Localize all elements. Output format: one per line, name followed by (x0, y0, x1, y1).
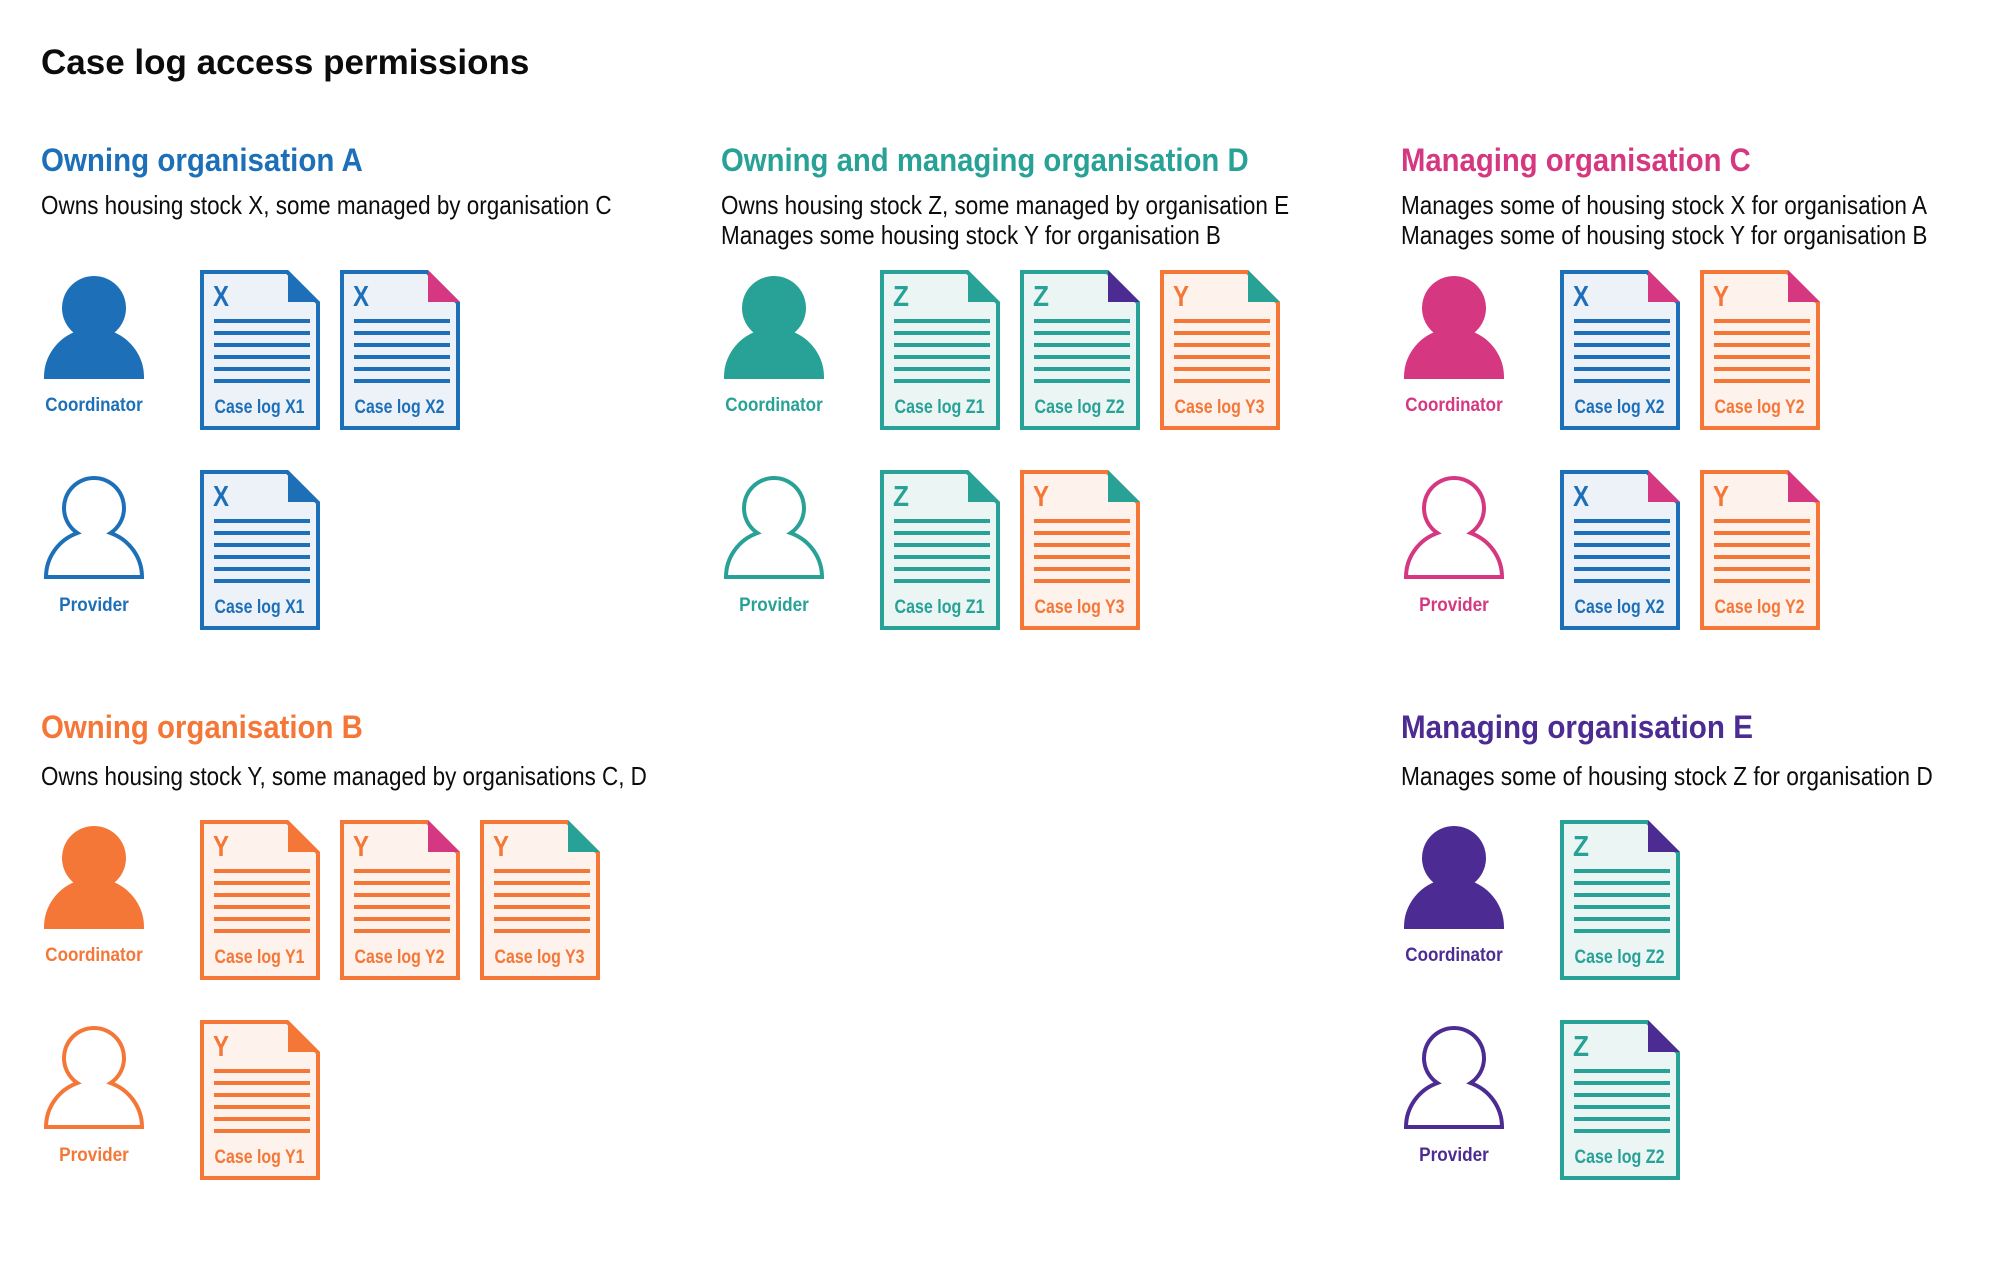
svg-text:Case log Y2: Case log Y2 (355, 946, 445, 968)
svg-text:Case log Y3: Case log Y3 (1035, 596, 1125, 618)
svg-text:Y: Y (1713, 281, 1729, 313)
svg-text:Y: Y (1713, 481, 1729, 513)
svg-text:Y: Y (1173, 281, 1189, 313)
svg-text:X: X (353, 281, 370, 313)
svg-text:Case log X2: Case log X2 (355, 396, 445, 418)
svg-text:Z: Z (893, 481, 909, 513)
svg-text:Case log Z2: Case log Z2 (1575, 946, 1665, 968)
svg-text:Case log Z2: Case log Z2 (1035, 396, 1125, 418)
svg-text:Case log Z1: Case log Z1 (895, 596, 985, 618)
svg-text:Case log Z2: Case log Z2 (1575, 1146, 1665, 1168)
svg-text:Case log Z1: Case log Z1 (895, 396, 985, 418)
svg-text:X: X (213, 481, 230, 513)
svg-text:Y: Y (493, 831, 509, 863)
svg-text:Case log Y2: Case log Y2 (1715, 596, 1805, 618)
svg-text:Case log Y3: Case log Y3 (1175, 396, 1265, 418)
svg-text:Z: Z (1573, 1031, 1589, 1063)
svg-text:Case log X1: Case log X1 (215, 396, 305, 418)
svg-text:Case log Y2: Case log Y2 (1715, 396, 1805, 418)
svg-text:Case log Y1: Case log Y1 (215, 1146, 305, 1168)
svg-text:Y: Y (353, 831, 369, 863)
svg-text:Case log Y3: Case log Y3 (495, 946, 585, 968)
svg-text:X: X (213, 281, 230, 313)
svg-text:Y: Y (213, 831, 229, 863)
svg-text:Y: Y (213, 1031, 229, 1063)
svg-text:Case log X2: Case log X2 (1575, 396, 1665, 418)
svg-text:Y: Y (1033, 481, 1049, 513)
svg-text:Case log X1: Case log X1 (215, 596, 305, 618)
svg-text:Z: Z (1033, 281, 1049, 313)
svg-text:X: X (1573, 481, 1590, 513)
svg-text:Z: Z (893, 281, 909, 313)
svg-text:Case log X2: Case log X2 (1575, 596, 1665, 618)
svg-text:X: X (1573, 281, 1590, 313)
svg-text:Z: Z (1573, 831, 1589, 863)
svg-text:Case log Y1: Case log Y1 (215, 946, 305, 968)
